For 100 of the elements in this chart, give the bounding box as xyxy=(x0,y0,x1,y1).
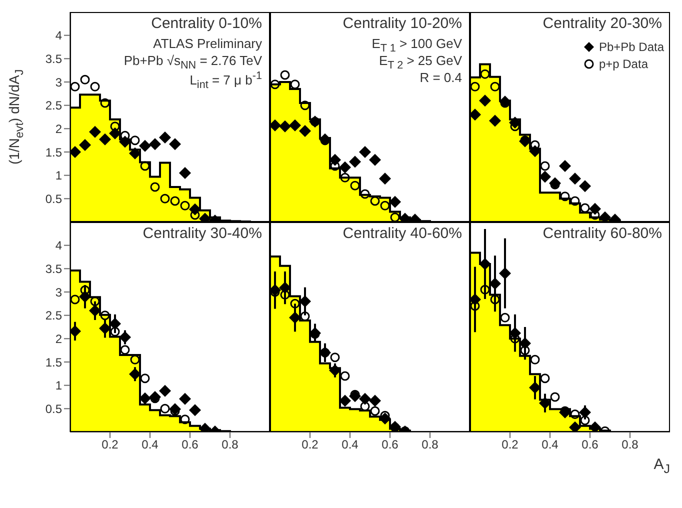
point xyxy=(80,74,90,84)
point xyxy=(179,392,191,405)
y-tick-label: 3 xyxy=(55,75,62,90)
legend-label: p+p Data xyxy=(598,56,648,70)
point xyxy=(530,354,540,364)
point xyxy=(339,161,351,174)
point xyxy=(570,196,580,206)
point xyxy=(89,126,101,138)
y-tick-label: 0.5 xyxy=(45,402,62,416)
point xyxy=(320,136,330,146)
point xyxy=(580,203,590,213)
point xyxy=(130,354,140,364)
point xyxy=(70,325,81,338)
x-tick-label: 0.6 xyxy=(382,438,399,452)
point xyxy=(140,161,150,171)
y-tick-label: 2.5 xyxy=(45,308,62,323)
point xyxy=(569,421,581,432)
point xyxy=(370,196,380,206)
x-tick-label: 0.4 xyxy=(542,438,559,452)
point xyxy=(90,296,100,306)
point xyxy=(340,172,350,182)
point xyxy=(160,194,170,204)
point xyxy=(540,374,550,384)
chart-title: Centrality 10-20% xyxy=(342,15,462,32)
point xyxy=(330,161,340,171)
y-tick-label: 3 xyxy=(55,285,62,300)
point xyxy=(270,119,281,132)
point xyxy=(579,180,591,192)
point xyxy=(330,352,340,362)
point xyxy=(390,212,400,222)
point xyxy=(299,125,311,137)
point xyxy=(520,346,530,356)
point xyxy=(500,312,510,322)
x-tick-label: 0.4 xyxy=(342,438,359,452)
point xyxy=(370,406,380,416)
x-axis-title: A$_{J}$ xyxy=(654,456,670,476)
point xyxy=(470,108,481,121)
annotation: Pb+Pb √s$_{NN}$ = 2.76 TeV xyxy=(124,53,262,72)
y-tick-label: 1 xyxy=(55,378,62,393)
point xyxy=(480,284,490,294)
y-tick-label: 2.5 xyxy=(45,98,62,113)
x-tick-label: 0.4 xyxy=(142,438,159,452)
y-tick-label: 3.5 xyxy=(45,262,62,276)
y-tick-label: 2 xyxy=(55,332,62,346)
x-tick-label: 0.6 xyxy=(582,438,599,452)
point xyxy=(159,132,171,144)
chart-title: Centrality 30-40% xyxy=(142,225,262,242)
point xyxy=(110,122,120,132)
legend-label: Pb+Pb Data xyxy=(598,40,664,54)
y-tick-label: 3.5 xyxy=(45,52,62,66)
point xyxy=(140,374,150,384)
point xyxy=(289,119,301,132)
x-tick-label: 0.8 xyxy=(622,438,639,452)
point xyxy=(580,416,590,426)
x-tick-label: 0.6 xyxy=(182,438,199,452)
point xyxy=(180,200,190,210)
point xyxy=(470,301,480,311)
y-tick-label: 1.5 xyxy=(45,145,62,160)
annotation: R = 0.4 xyxy=(420,70,462,85)
point xyxy=(599,211,611,222)
point xyxy=(340,371,350,381)
point xyxy=(100,310,110,320)
point xyxy=(550,392,560,402)
point xyxy=(130,136,140,146)
point xyxy=(169,138,181,150)
point xyxy=(70,82,80,92)
point xyxy=(270,80,280,90)
point xyxy=(279,120,291,132)
annotation: E$_{T 1}$ > 100 GeV xyxy=(372,36,462,55)
point xyxy=(139,140,151,152)
x-tick-label: 0.2 xyxy=(102,438,119,452)
point xyxy=(480,69,490,79)
point xyxy=(150,182,160,192)
point xyxy=(499,267,511,280)
point xyxy=(300,100,310,110)
point xyxy=(479,258,491,270)
point xyxy=(149,138,161,150)
x-tick-label: 0.8 xyxy=(422,438,439,452)
y-tick-label: 2 xyxy=(55,122,62,136)
x-tick-label: 0.8 xyxy=(222,438,239,452)
point xyxy=(380,200,390,210)
chart-title: Centrality 60-80% xyxy=(542,225,662,242)
y-tick-label: 1 xyxy=(55,168,62,183)
point xyxy=(360,189,370,199)
point xyxy=(159,384,171,397)
point xyxy=(490,294,500,304)
point xyxy=(280,70,290,80)
point xyxy=(349,156,361,168)
annotation: ATLAS Preliminary xyxy=(153,36,262,51)
point xyxy=(170,196,180,206)
y-tick-label: 1.5 xyxy=(45,355,62,370)
point xyxy=(540,161,550,171)
point xyxy=(189,404,201,416)
point xyxy=(99,133,111,146)
x-tick-label: 0.2 xyxy=(302,438,319,452)
point xyxy=(119,331,131,344)
point xyxy=(379,172,391,185)
point xyxy=(350,180,360,190)
point xyxy=(179,167,191,179)
point xyxy=(80,285,90,295)
